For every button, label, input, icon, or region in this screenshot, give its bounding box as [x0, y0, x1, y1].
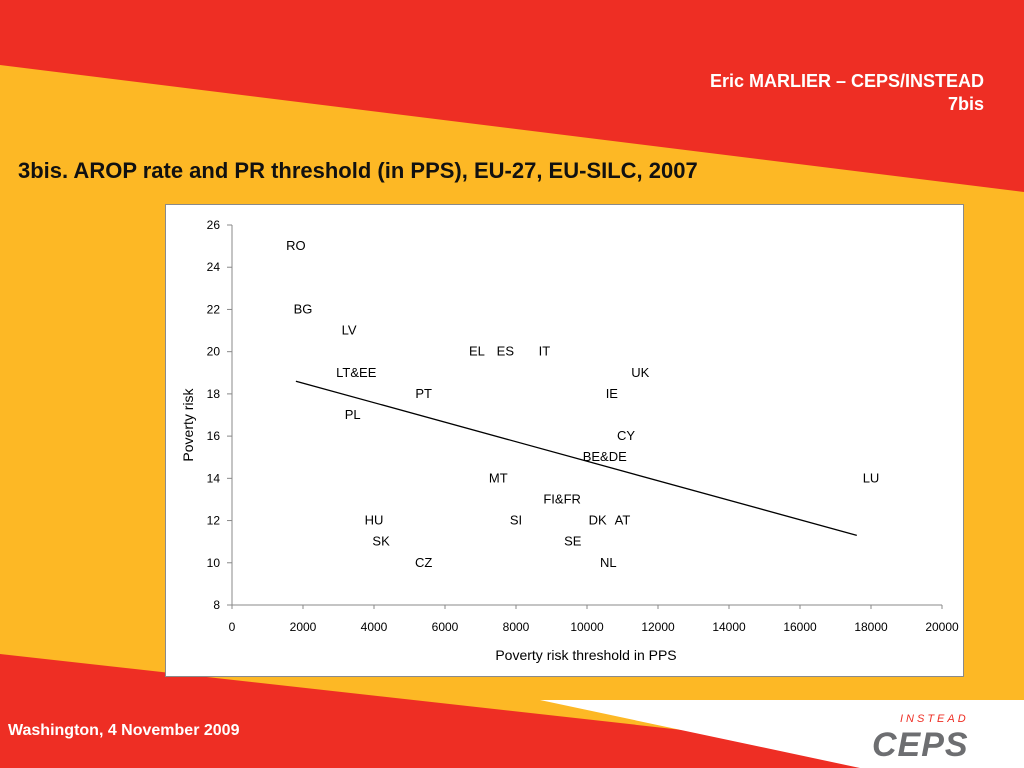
- data-point-label: MT: [489, 470, 508, 485]
- data-point-label: LV: [342, 323, 357, 338]
- y-tick-label: 18: [207, 387, 221, 401]
- chart-trend: [295, 380, 857, 536]
- slide-title: 3bis. AROP rate and PR threshold (in PPS…: [18, 158, 698, 183]
- data-point-label: SI: [510, 513, 522, 528]
- data-point-label: IT: [539, 344, 551, 359]
- x-tick-label: 16000: [783, 620, 817, 634]
- data-point-label: CZ: [415, 555, 432, 570]
- slide-number: 7bis: [947, 94, 984, 114]
- y-tick-label: 24: [207, 260, 221, 274]
- data-point-label: SK: [372, 534, 390, 549]
- y-axis-label: Poverty risk: [180, 387, 196, 461]
- data-point-label: HU: [365, 513, 384, 528]
- trend-line: [295, 380, 857, 536]
- data-point-label: NL: [600, 555, 617, 570]
- header-author: Eric MARLIER – CEPS/INSTEAD 7bis: [710, 70, 984, 116]
- data-point-label: SE: [564, 534, 582, 549]
- chart-container: 8 10 12 14 16 18 20 22 24 26 0 2000 4000 6000 8000 1000…: [165, 204, 964, 677]
- x-tick-label: 20000: [925, 620, 959, 634]
- x-tick-label: 10000: [570, 620, 604, 634]
- chart-axes: [231, 225, 942, 606]
- data-point-label: BG: [294, 301, 313, 316]
- data-point-label: AT: [615, 513, 631, 528]
- y-tick-label: 10: [207, 556, 221, 570]
- data-point-label: PT: [415, 386, 432, 401]
- data-point-label: LT&EE: [336, 365, 377, 380]
- x-tick-label: 12000: [641, 620, 675, 634]
- y-tick-label: 22: [207, 302, 221, 316]
- data-point-label: LU: [863, 470, 880, 485]
- x-tick-label: 14000: [712, 620, 746, 634]
- chart-points: RO BG LV EL ES IT LT&EE UK PT IE PL CY BE&DE MT LU FI&F…: [286, 238, 879, 570]
- ceps-instead-logo: INSTEAD CEPS: [872, 713, 969, 764]
- chart-ticks: 8 10 12 14 16 18 20 22 24 26 0 2000 4000 6000 8000 1000…: [207, 218, 959, 634]
- data-point-label: RO: [286, 238, 306, 253]
- x-tick-label: 18000: [854, 620, 888, 634]
- data-point-label: EL: [469, 344, 485, 359]
- scatter-chart: 8 10 12 14 16 18 20 22 24 26 0 2000 4000 6000 8000 1000…: [180, 218, 959, 663]
- footer-date: Washington, 4 November 2009: [8, 722, 240, 739]
- logo-instead-text: INSTEAD: [900, 713, 969, 725]
- logo-ceps-text: CEPS: [872, 726, 969, 764]
- data-point-label: DK: [589, 513, 607, 528]
- x-tick-label: 4000: [361, 620, 388, 634]
- data-point-label: CY: [617, 428, 635, 443]
- x-tick-label: 8000: [503, 620, 530, 634]
- data-point-label: ES: [497, 344, 515, 359]
- x-tick-label: 2000: [290, 620, 317, 634]
- y-tick-label: 20: [207, 345, 221, 359]
- data-point-label: BE&DE: [583, 449, 627, 464]
- y-tick-label: 8: [213, 598, 220, 612]
- y-tick-label: 14: [207, 471, 221, 485]
- y-tick-label: 16: [207, 429, 221, 443]
- y-tick-label: 12: [207, 514, 221, 528]
- data-point-label: FI&FR: [543, 491, 581, 506]
- data-point-label: IE: [606, 386, 619, 401]
- x-tick-label: 6000: [432, 620, 459, 634]
- author-name: Eric MARLIER – CEPS/INSTEAD: [709, 71, 984, 91]
- data-point-label: PL: [345, 407, 361, 422]
- bottom-white-band: [540, 700, 1024, 768]
- x-tick-label: 0: [229, 620, 236, 634]
- top-red-band: [0, 0, 1024, 192]
- data-point-label: UK: [631, 365, 649, 380]
- y-tick-label: 26: [207, 218, 221, 232]
- x-axis-label: Poverty risk threshold in PPS: [495, 647, 676, 663]
